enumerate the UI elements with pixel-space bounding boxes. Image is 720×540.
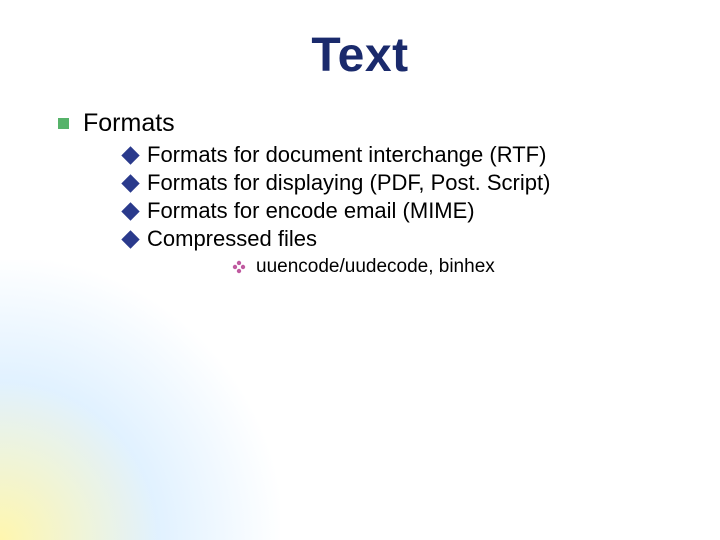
slide-title: Text [40,28,680,83]
bullet-level1: Formats Formats for document interchange… [58,109,680,278]
level1-text: Formats [83,109,175,138]
list-item: Formats for displaying (PDF, Post. Scrip… [124,170,680,196]
list-item: Formats [58,109,680,138]
slide-container: Text Formats Formats for document interc… [0,0,720,540]
level2-text: Formats for displaying (PDF, Post. Scrip… [147,170,550,196]
level2-text: Formats for encode email (MIME) [147,198,475,224]
list-item: Formats for document interchange (RTF) [124,142,680,168]
list-item: Compressed files [124,226,680,252]
level2-text: Compressed files [147,226,317,252]
list-item: uuencode/uudecode, binhex [232,256,680,278]
list-item: Formats for encode email (MIME) [124,198,680,224]
flower-bullet-icon [232,260,246,274]
diamond-bullet-icon [121,230,139,248]
diamond-bullet-icon [121,146,139,164]
level2-text: Formats for document interchange (RTF) [147,142,546,168]
bullet-level2-group: Formats for document interchange (RTF) F… [124,142,680,278]
diamond-bullet-icon [121,174,139,192]
level3-text: uuencode/uudecode, binhex [256,256,495,278]
diamond-bullet-icon [121,202,139,220]
square-bullet-icon [58,118,69,129]
bullet-level3-group: uuencode/uudecode, binhex [232,256,680,278]
